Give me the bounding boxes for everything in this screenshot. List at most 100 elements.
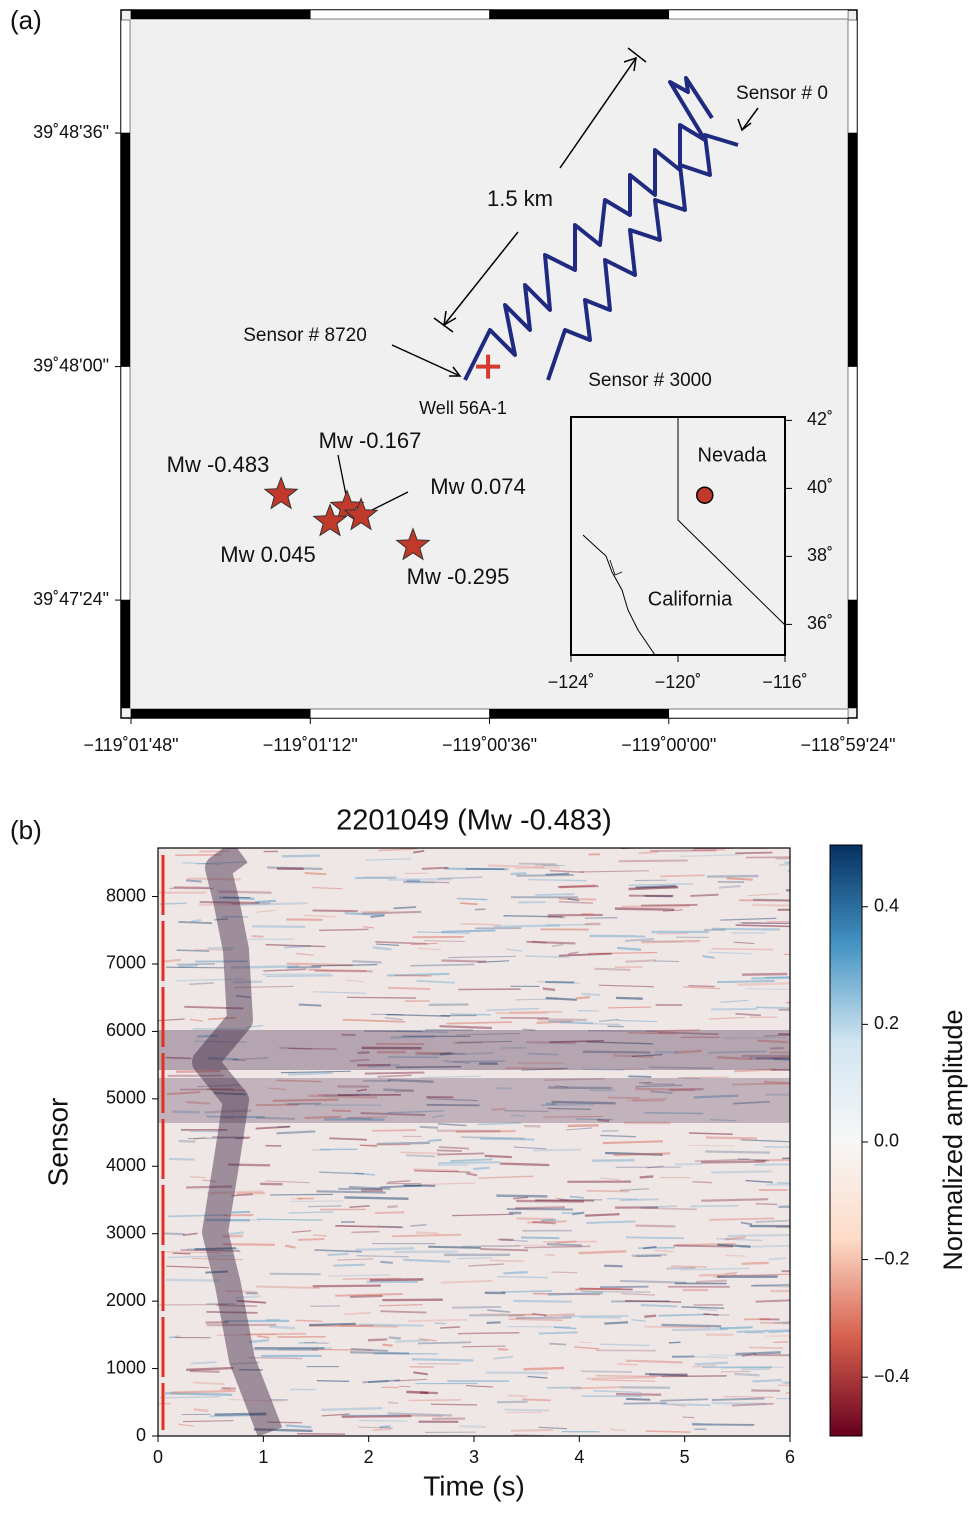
texture	[770, 1289, 790, 1293]
texture	[757, 1039, 788, 1044]
texture	[423, 940, 465, 942]
texture	[522, 1398, 552, 1402]
texture	[364, 1071, 425, 1075]
annotation: 1.5 km	[487, 186, 553, 211]
texture	[542, 1240, 597, 1243]
texture	[535, 1199, 595, 1202]
texture	[497, 1275, 548, 1279]
texture	[165, 966, 225, 969]
texture	[635, 884, 677, 889]
texture	[755, 1219, 790, 1223]
texture	[662, 1375, 727, 1378]
texture	[380, 1260, 393, 1264]
x-tick-label: −119˚00'00"	[621, 735, 716, 755]
texture	[594, 967, 631, 971]
texture	[688, 1132, 733, 1136]
texture	[186, 1366, 234, 1372]
texture	[515, 1206, 565, 1210]
texture	[252, 925, 306, 929]
texture	[356, 1255, 409, 1258]
texture	[644, 1372, 688, 1377]
texture	[208, 1016, 236, 1021]
texture	[316, 1379, 350, 1383]
texture	[187, 1137, 245, 1140]
texture	[378, 1304, 423, 1307]
inset-label: Nevada	[698, 444, 768, 466]
texture	[182, 1232, 198, 1236]
texture	[620, 1198, 660, 1202]
border-segment	[120, 599, 131, 709]
texture	[504, 1408, 550, 1412]
texture	[186, 1247, 240, 1251]
texture	[572, 1211, 585, 1216]
texture	[443, 867, 509, 871]
texture	[461, 1136, 525, 1140]
texture	[579, 1287, 633, 1291]
texture	[466, 1172, 478, 1177]
texture	[731, 1273, 790, 1277]
texture	[255, 1285, 320, 1289]
event-leaders	[337, 454, 409, 513]
texture	[236, 1299, 267, 1304]
texture	[549, 1342, 567, 1346]
texture	[178, 1139, 196, 1143]
texture	[416, 931, 471, 934]
texture	[527, 1220, 567, 1224]
inset-label: California	[648, 588, 733, 610]
texture	[581, 992, 601, 997]
texture	[248, 1339, 269, 1344]
texture	[695, 1279, 728, 1283]
texture	[450, 1013, 491, 1016]
texture	[228, 1163, 271, 1167]
x-tick-label: 2	[364, 1447, 374, 1467]
y-tick-label: 2000	[106, 1290, 146, 1310]
texture	[206, 1310, 258, 1314]
texture	[176, 963, 216, 966]
texture	[547, 1107, 591, 1110]
texture	[528, 878, 587, 882]
y-tick-label: 5000	[106, 1088, 146, 1108]
texture	[542, 987, 556, 992]
texture	[431, 1114, 444, 1118]
texture	[298, 1003, 322, 1007]
texture	[732, 1100, 770, 1105]
texture	[356, 1088, 368, 1092]
texture	[413, 1168, 460, 1173]
texture	[523, 1366, 565, 1371]
texture	[544, 1078, 605, 1081]
texture	[640, 1205, 678, 1209]
x-tick-label: −119˚01'12"	[263, 735, 358, 755]
texture	[646, 1029, 701, 1033]
texture	[380, 1310, 427, 1314]
texture	[531, 940, 547, 944]
texture	[733, 941, 755, 945]
texture	[532, 1220, 556, 1225]
texture	[284, 1244, 296, 1249]
texture	[746, 987, 790, 991]
texture	[567, 897, 580, 902]
x-tick-label: 3	[469, 1447, 479, 1467]
inset-y-tick-label: 36˚	[807, 613, 833, 633]
texture	[202, 1179, 217, 1183]
texture	[343, 1311, 372, 1316]
texture	[752, 898, 790, 902]
texture	[679, 854, 745, 858]
texture	[526, 1041, 576, 1045]
texture	[639, 1175, 654, 1179]
texture	[581, 1370, 632, 1373]
texture	[364, 876, 393, 880]
texture	[555, 1240, 577, 1244]
texture	[787, 870, 790, 872]
texture	[631, 1319, 646, 1322]
texture	[679, 1267, 750, 1271]
texture	[417, 1341, 472, 1345]
texture	[349, 1205, 370, 1208]
colorbar-tick-label: 0.4	[874, 895, 899, 915]
texture	[503, 1271, 528, 1275]
texture	[768, 1257, 787, 1261]
texture	[337, 1258, 374, 1261]
texture	[207, 1190, 264, 1195]
texture	[586, 1189, 630, 1193]
texture	[624, 937, 655, 942]
y-tick-label: 7000	[106, 953, 146, 973]
